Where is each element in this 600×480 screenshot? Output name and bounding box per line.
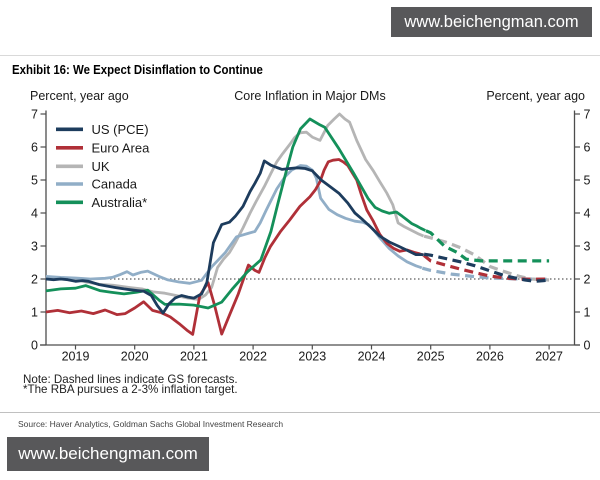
svg-text:6: 6 bbox=[31, 140, 38, 154]
svg-text:5: 5 bbox=[584, 173, 591, 187]
svg-text:1: 1 bbox=[584, 305, 591, 319]
svg-text:6: 6 bbox=[584, 140, 591, 154]
svg-text:4: 4 bbox=[31, 206, 38, 220]
svg-text:2022: 2022 bbox=[239, 350, 267, 364]
svg-text:0: 0 bbox=[31, 338, 38, 352]
svg-text:US (PCE): US (PCE) bbox=[92, 122, 149, 137]
svg-text:5: 5 bbox=[31, 173, 38, 187]
svg-text:Euro Area: Euro Area bbox=[92, 140, 151, 155]
svg-text:2020: 2020 bbox=[121, 350, 149, 364]
svg-text:0: 0 bbox=[584, 338, 591, 352]
svg-text:3: 3 bbox=[584, 239, 591, 253]
svg-text:Percent, year ago: Percent, year ago bbox=[486, 89, 585, 103]
svg-text:2023: 2023 bbox=[298, 350, 326, 364]
svg-text:2: 2 bbox=[584, 272, 591, 286]
svg-text:7: 7 bbox=[584, 107, 591, 121]
svg-text:2021: 2021 bbox=[180, 350, 208, 364]
svg-text:Canada: Canada bbox=[92, 177, 138, 192]
svg-text:4: 4 bbox=[584, 206, 591, 220]
svg-text:Percent, year ago: Percent, year ago bbox=[30, 89, 129, 103]
svg-text:2: 2 bbox=[31, 272, 38, 286]
svg-text:2027: 2027 bbox=[535, 350, 563, 364]
svg-text:2019: 2019 bbox=[62, 350, 90, 364]
svg-text:UK: UK bbox=[92, 159, 110, 174]
svg-text:Core Inflation in Major DMs: Core Inflation in Major DMs bbox=[234, 89, 385, 103]
svg-text:1: 1 bbox=[31, 305, 38, 319]
svg-text:7: 7 bbox=[31, 107, 38, 121]
svg-text:3: 3 bbox=[31, 239, 38, 253]
svg-text:2026: 2026 bbox=[476, 350, 504, 364]
svg-text:Australia*: Australia* bbox=[92, 195, 148, 210]
svg-text:2025: 2025 bbox=[417, 350, 445, 364]
svg-text:2024: 2024 bbox=[358, 350, 386, 364]
